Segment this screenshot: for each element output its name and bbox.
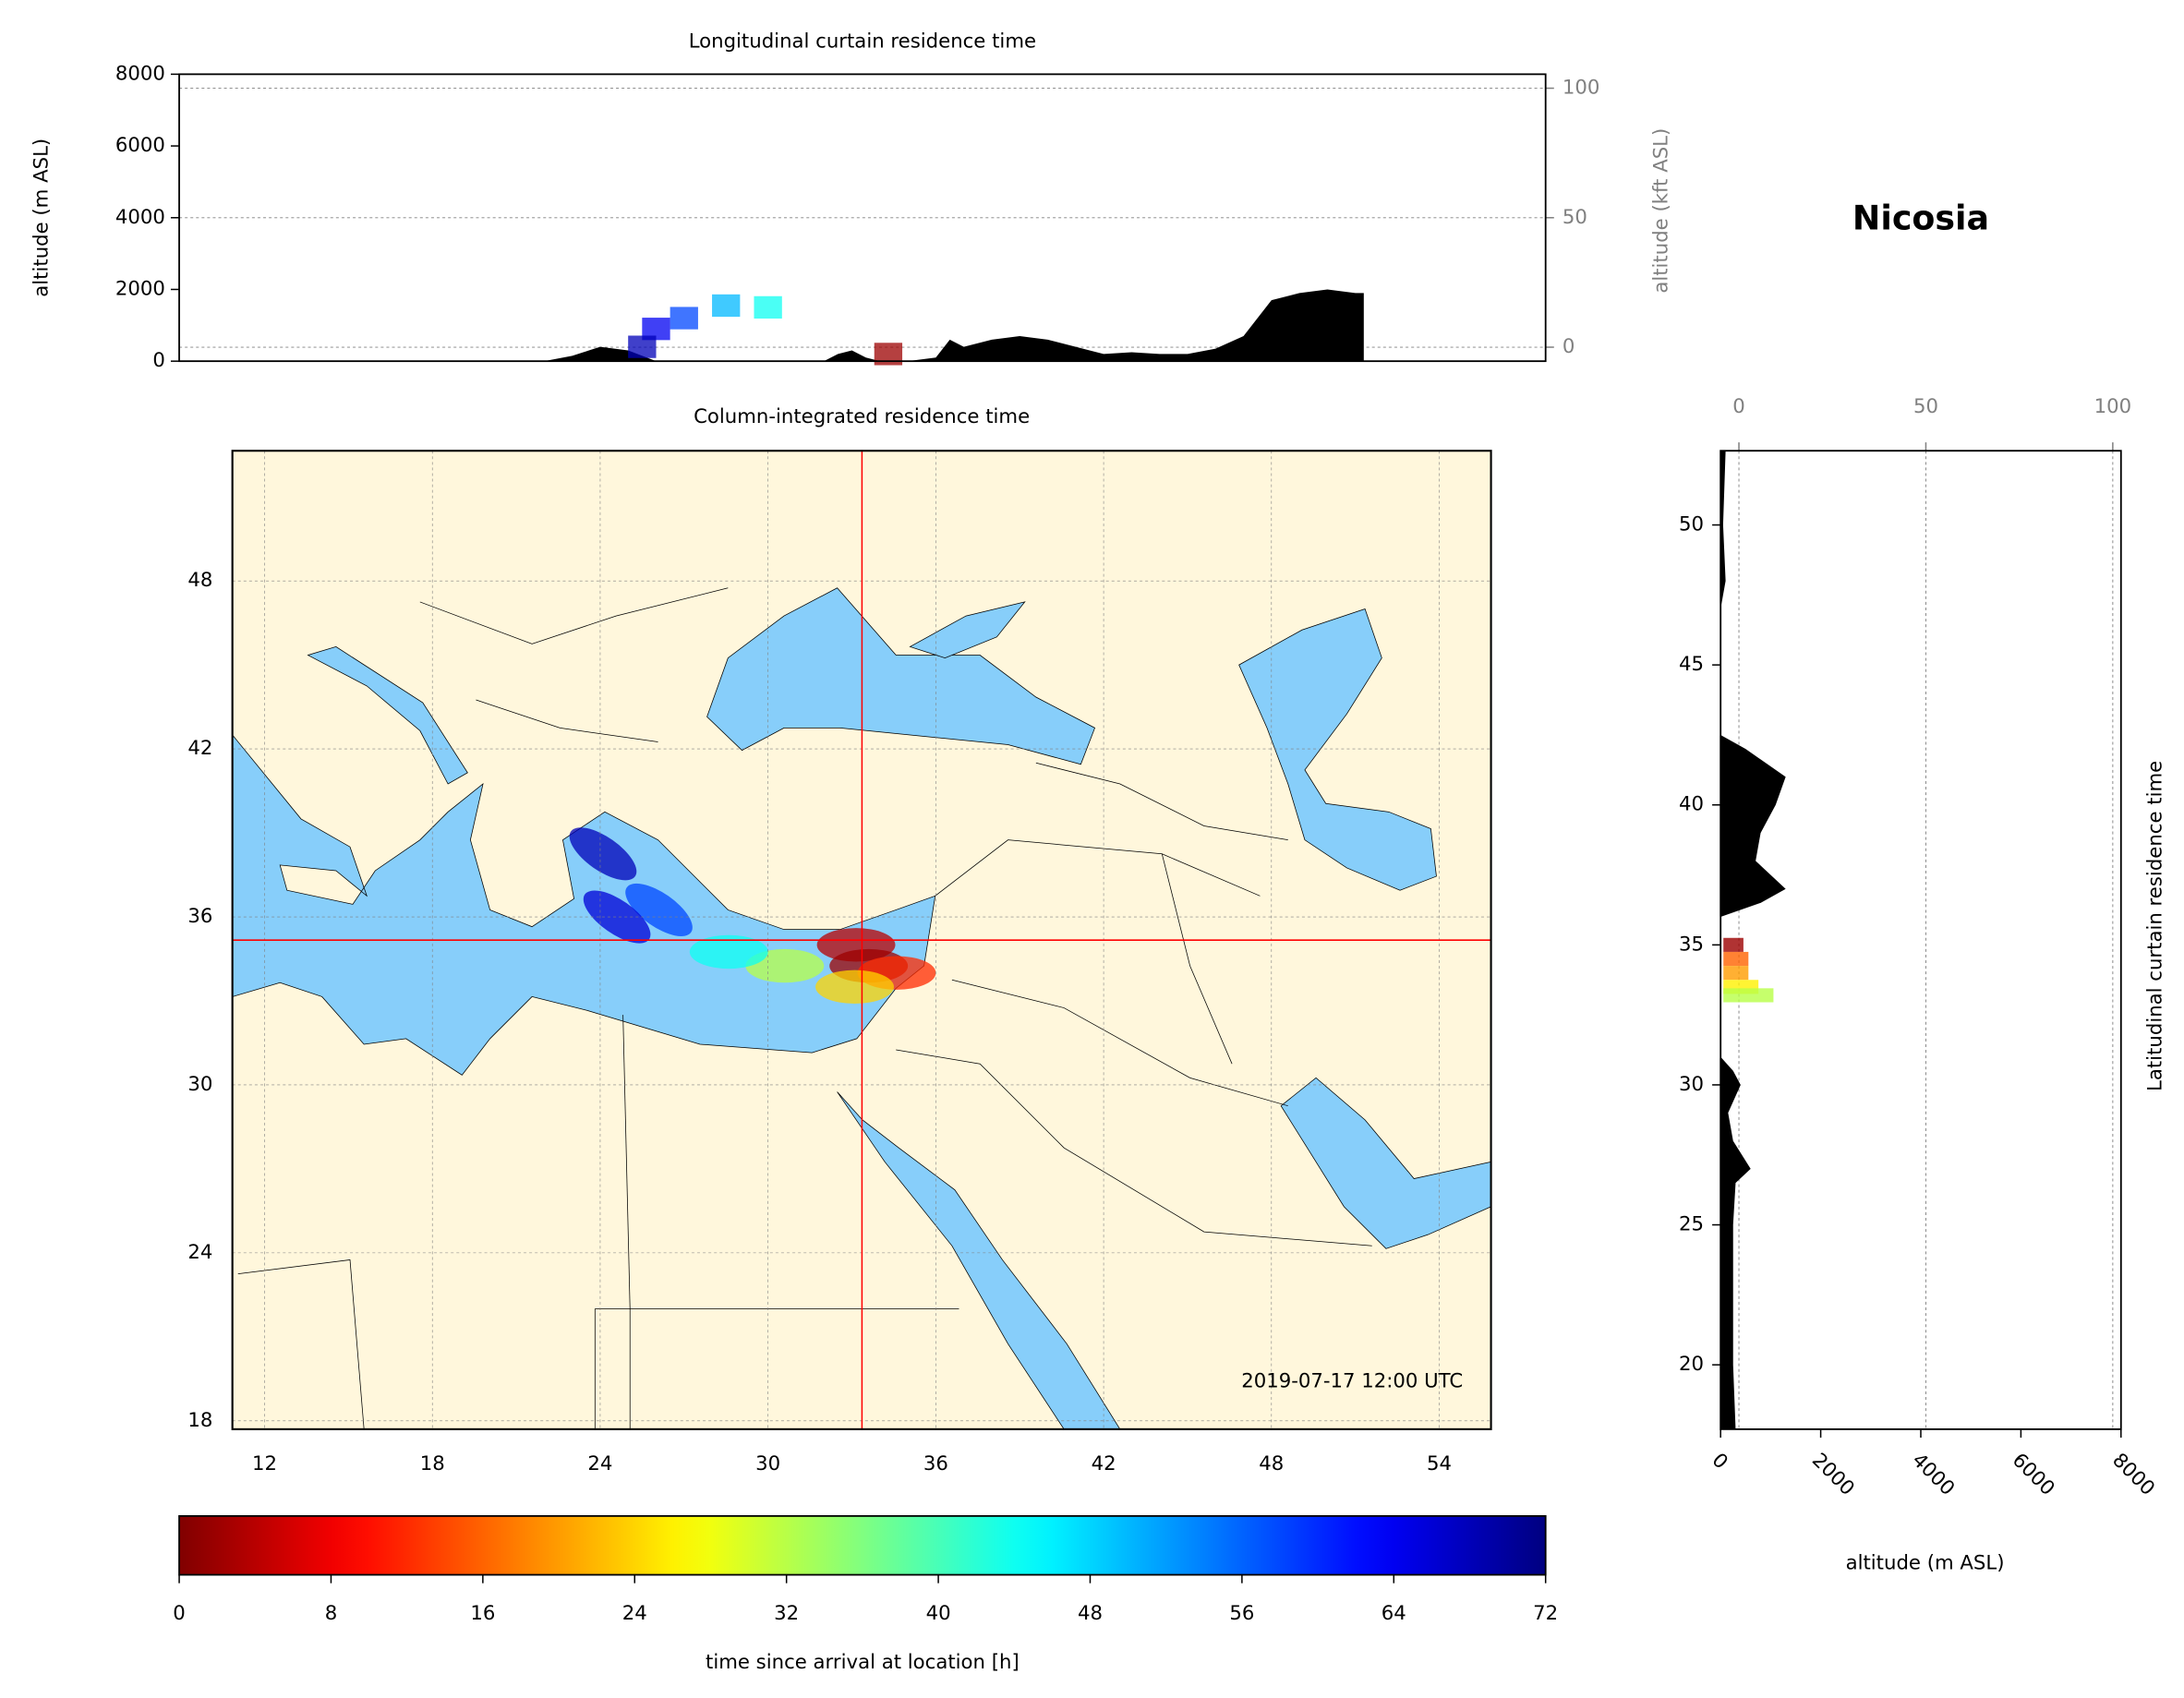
y-tick-label: 18 bbox=[187, 1409, 212, 1432]
plume-cell bbox=[1723, 951, 1749, 967]
x-tick-label: 12 bbox=[252, 1452, 277, 1475]
x-tick-label: 8000 bbox=[2107, 1449, 2159, 1500]
x2-tick-label: 0 bbox=[1732, 395, 1745, 418]
water-body bbox=[232, 734, 936, 1076]
plume-cell bbox=[1723, 988, 1774, 1003]
y-tick-label: 50 bbox=[1679, 513, 1704, 536]
x-tick-label: 8 bbox=[325, 1602, 338, 1625]
y2-tick-label: 50 bbox=[1563, 206, 1587, 229]
water-body bbox=[909, 601, 1026, 658]
border bbox=[951, 979, 1288, 1107]
y-tick-label: 20 bbox=[1679, 1353, 1704, 1376]
border bbox=[419, 587, 729, 644]
plot-frame bbox=[178, 73, 1547, 363]
y-tick-label: 24 bbox=[187, 1241, 212, 1264]
border bbox=[476, 699, 658, 742]
y-axis-label: altitude (m ASL) bbox=[30, 138, 53, 297]
y-tick-label: 42 bbox=[187, 737, 212, 760]
plot-frame bbox=[1719, 450, 2122, 1430]
terrain-area bbox=[1720, 451, 1786, 1429]
y-tick-label: 30 bbox=[1679, 1073, 1704, 1096]
water-body bbox=[706, 587, 1096, 765]
colorbar-label: time since arrival at location [h] bbox=[706, 1651, 1020, 1674]
map-layer bbox=[232, 587, 1491, 1429]
y-tick-label: 48 bbox=[187, 569, 212, 592]
y-tick-label: 36 bbox=[187, 905, 212, 928]
x-tick-label: 2000 bbox=[1807, 1449, 1859, 1500]
x-tick-label: 36 bbox=[923, 1452, 948, 1475]
water-body bbox=[1238, 608, 1437, 891]
x-tick-label: 54 bbox=[1427, 1452, 1452, 1475]
water-body bbox=[307, 646, 468, 785]
border bbox=[622, 1015, 631, 1309]
x-tick-label: 24 bbox=[622, 1602, 647, 1625]
plume-patch bbox=[815, 969, 894, 1005]
x-axis-label: altitude (m ASL) bbox=[1846, 1551, 2005, 1574]
y-tick-label: 45 bbox=[1679, 653, 1704, 676]
x-tick-label: 48 bbox=[1259, 1452, 1284, 1475]
chart-title: Longitudinal curtain residence time bbox=[689, 30, 1036, 54]
plume-cell bbox=[1723, 937, 1744, 952]
water-body bbox=[837, 1091, 1121, 1429]
water-body bbox=[1280, 1077, 1491, 1249]
plume-cell bbox=[1723, 966, 1749, 981]
x2-tick-label: 100 bbox=[2094, 395, 2132, 418]
x-tick-label: 56 bbox=[1229, 1602, 1254, 1625]
timestamp: 2019-07-17 12:00 UTC bbox=[1241, 1369, 1463, 1392]
x-tick-label: 64 bbox=[1382, 1602, 1406, 1625]
x-tick-label: 0 bbox=[1707, 1449, 1732, 1474]
x-tick-label: 0 bbox=[173, 1602, 186, 1625]
plume-patch bbox=[625, 883, 693, 936]
x-tick-label: 40 bbox=[926, 1602, 951, 1625]
plot-frame bbox=[231, 450, 1492, 1430]
plume-patch bbox=[569, 827, 637, 881]
site-label: Nicosia bbox=[1852, 199, 1989, 238]
colorbar bbox=[178, 1514, 1547, 1576]
y-tick-label: 40 bbox=[1679, 793, 1704, 816]
chart-title: Latitudinal curtain residence time bbox=[2144, 761, 2167, 1091]
x-tick-label: 18 bbox=[420, 1452, 445, 1475]
y2-axis-label: altitude (kft ASL) bbox=[1650, 128, 1673, 294]
border bbox=[896, 1049, 1372, 1246]
x-tick-label: 48 bbox=[1078, 1602, 1103, 1625]
y2-tick-label: 0 bbox=[1563, 335, 1575, 358]
x-tick-label: 32 bbox=[774, 1602, 799, 1625]
x-tick-label: 4000 bbox=[1907, 1449, 1959, 1500]
y-tick-label: 35 bbox=[1679, 933, 1704, 956]
y-tick-label: 30 bbox=[187, 1073, 212, 1096]
x-tick-label: 42 bbox=[1092, 1452, 1116, 1475]
y-tick-label: 4000 bbox=[115, 206, 165, 229]
plume-patch bbox=[583, 890, 651, 944]
y-tick-label: 6000 bbox=[115, 134, 165, 157]
plume-cell bbox=[670, 307, 698, 330]
x-tick-label: 30 bbox=[755, 1452, 780, 1475]
x-tick-label: 6000 bbox=[2008, 1449, 2059, 1500]
terrain-area bbox=[180, 289, 1364, 362]
x-tick-label: 72 bbox=[1533, 1602, 1558, 1625]
plume-patch bbox=[689, 934, 768, 969]
y-tick-label: 25 bbox=[1679, 1213, 1704, 1236]
border bbox=[935, 839, 1261, 897]
border bbox=[1035, 762, 1288, 841]
y2-tick-label: 100 bbox=[1563, 77, 1600, 100]
plume-cell bbox=[628, 335, 657, 358]
plume-cell bbox=[754, 295, 782, 319]
x2-tick-label: 50 bbox=[1913, 395, 1938, 418]
y-tick-label: 8000 bbox=[115, 62, 165, 85]
border bbox=[237, 1259, 365, 1429]
plume-cell bbox=[712, 294, 741, 318]
chart-title: Column-integrated residence time bbox=[694, 405, 1030, 428]
x-tick-label: 16 bbox=[470, 1602, 495, 1625]
border bbox=[1161, 853, 1233, 1065]
x-tick-label: 24 bbox=[587, 1452, 612, 1475]
y-tick-label: 2000 bbox=[115, 277, 165, 300]
y-tick-label: 0 bbox=[152, 349, 165, 372]
